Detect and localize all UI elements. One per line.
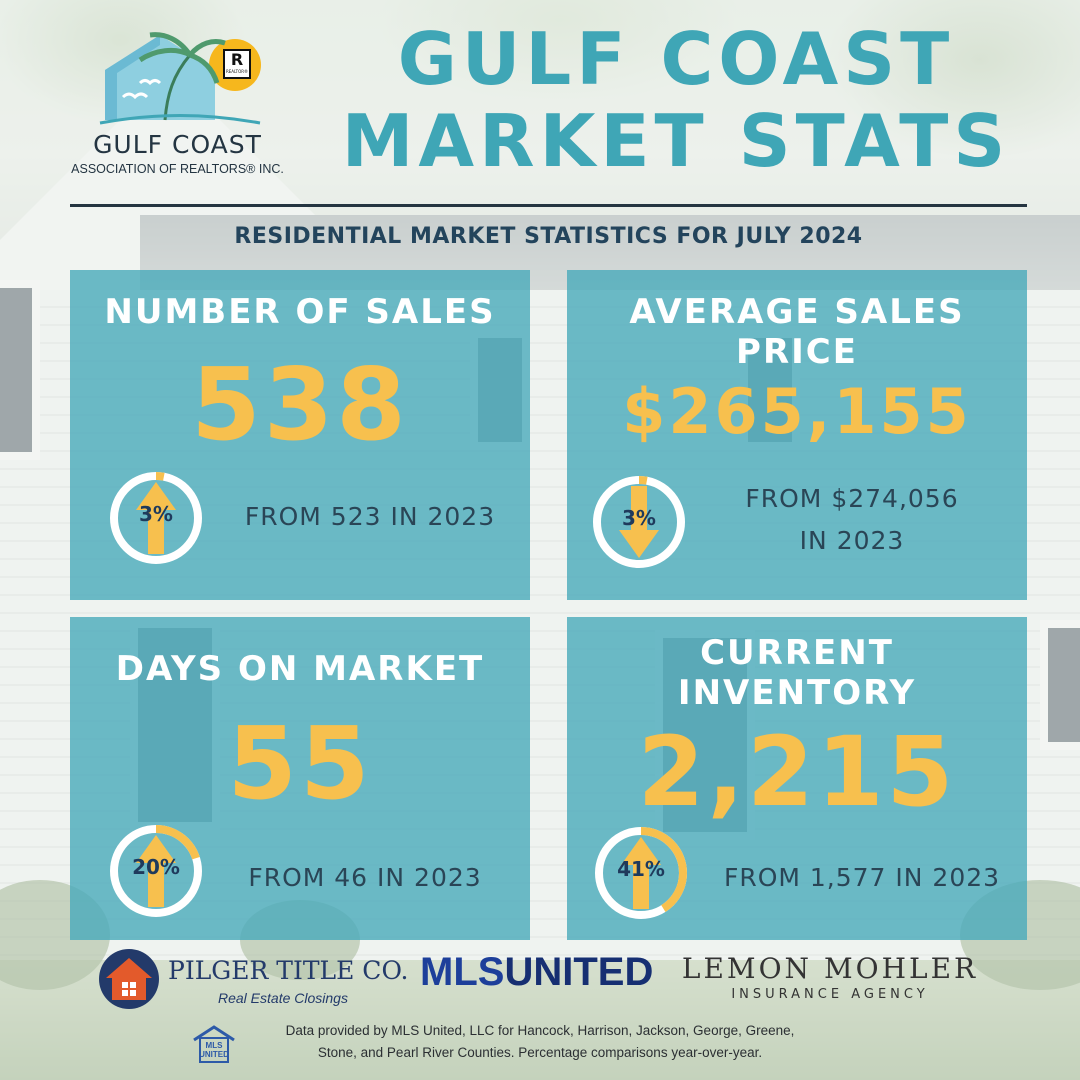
stat-card-days-on-market: DAYS ON MARKET 55 20% FROM 46 IN 2023	[70, 617, 530, 940]
pilger-house-icon	[99, 949, 159, 1009]
change-percent: 20%	[132, 855, 180, 879]
page-title-line1: GULF COAST	[397, 17, 955, 101]
arrow-up-icon	[621, 837, 661, 909]
lemon-mohler-logo: LEMON MOHLER INSURANCE AGENCY	[680, 952, 980, 1002]
stat-title: CURRENT INVENTORY	[567, 633, 1027, 713]
stat-value: $265,155	[622, 375, 972, 448]
page-subtitle: RESIDENTIAL MARKET STATISTICS FOR JULY 2…	[234, 224, 863, 249]
change-percent: 41%	[617, 857, 665, 881]
stat-title: DAYS ON MARKET	[115, 649, 485, 689]
change-indicator: 3%	[591, 474, 687, 570]
stat-title-line1: CURRENT	[700, 633, 894, 673]
stat-title: AVERAGE SALES PRICE	[567, 292, 1027, 372]
logo-org-name: GULF COAST	[93, 130, 262, 159]
data-disclaimer: Data provided by MLS United, LLC for Han…	[245, 1020, 835, 1064]
gulf-coast-realtors-logo: R REALTOR® GULF COAST ASSOCIATION OF REA…	[70, 25, 285, 185]
pilger-name: PILGER TITLE CO.	[168, 956, 409, 985]
disclaimer-line2: Stone, and Pearl River Counties. Percent…	[317, 1045, 763, 1060]
stat-comparison: FROM $274,056 IN 2023	[707, 478, 997, 562]
change-indicator: 3%	[108, 470, 204, 566]
mls-united-badge-icon: MLS UNITED	[190, 1024, 238, 1064]
realtor-mark-text: REALTOR®	[225, 69, 249, 74]
realtor-mark-icon: R REALTOR®	[223, 49, 251, 79]
stat-comparison-line2: IN 2023	[799, 526, 905, 555]
stat-value: 2,215	[637, 716, 957, 828]
stat-comparison-line1: FROM 1,577 IN 2023	[723, 863, 1001, 892]
lemon-mohler-name: LEMON MOHLER	[681, 952, 979, 985]
change-indicator: 41%	[593, 825, 689, 921]
stat-title-line2: INVENTORY	[677, 673, 917, 713]
change-percent: 3%	[622, 506, 656, 530]
stat-card-current-inventory: CURRENT INVENTORY 2,215 41% FROM 1,577 I…	[567, 617, 1027, 940]
change-indicator: 20%	[108, 823, 204, 919]
stat-comparison-line1: FROM 46 IN 2023	[248, 863, 482, 892]
arrow-up-icon	[136, 835, 176, 907]
disclaimer-line1: Data provided by MLS United, LLC for Han…	[285, 1023, 795, 1038]
lemon-mohler-subtitle: INSURANCE AGENCY	[731, 987, 929, 1002]
mls-badge-line1: MLS	[205, 1041, 223, 1050]
stat-card-number-of-sales: NUMBER OF SALES 538 3% FROM 523 IN 2023	[70, 270, 530, 600]
page-title-line2: MARKET STATS	[341, 99, 1011, 183]
header-divider	[70, 204, 1027, 207]
pilger-title-logo: PILGER TITLE CO. Real Estate Closings	[98, 948, 408, 1010]
arrow-up-icon	[136, 482, 176, 554]
change-percent: 3%	[139, 502, 173, 526]
mls-badge-line2: UNITED	[199, 1050, 229, 1059]
stat-title-line1: AVERAGE SALES	[629, 292, 965, 332]
stat-comparison-line1: FROM 523 IN 2023	[244, 502, 496, 531]
logo-org-subtitle: ASSOCIATION OF REALTORS® INC.	[71, 162, 284, 176]
realtor-mark-letter: R	[230, 50, 244, 69]
stat-comparison: FROM 1,577 IN 2023	[707, 857, 1017, 899]
mls-logo-part1: MLS	[420, 950, 505, 994]
page-title: GULF COAST MARKET STATS	[296, 18, 1056, 182]
stat-card-average-sales-price: AVERAGE SALES PRICE $265,155 3% FROM $27…	[567, 270, 1027, 600]
mls-logo-part2: UNITED	[504, 950, 654, 994]
stat-value: 538	[191, 346, 409, 463]
pilger-tagline: Real Estate Closings	[218, 990, 348, 1006]
stat-comparison: FROM 46 IN 2023	[220, 857, 510, 899]
stat-value: 55	[227, 705, 373, 822]
arrow-down-icon	[619, 486, 659, 558]
mls-united-logo: MLSUNITED	[420, 950, 653, 995]
stat-comparison-line1: FROM $274,056	[745, 484, 959, 513]
stat-title: NUMBER OF SALES	[104, 292, 496, 332]
stat-title-line2: PRICE	[736, 332, 858, 372]
stat-comparison: FROM 523 IN 2023	[220, 496, 520, 538]
